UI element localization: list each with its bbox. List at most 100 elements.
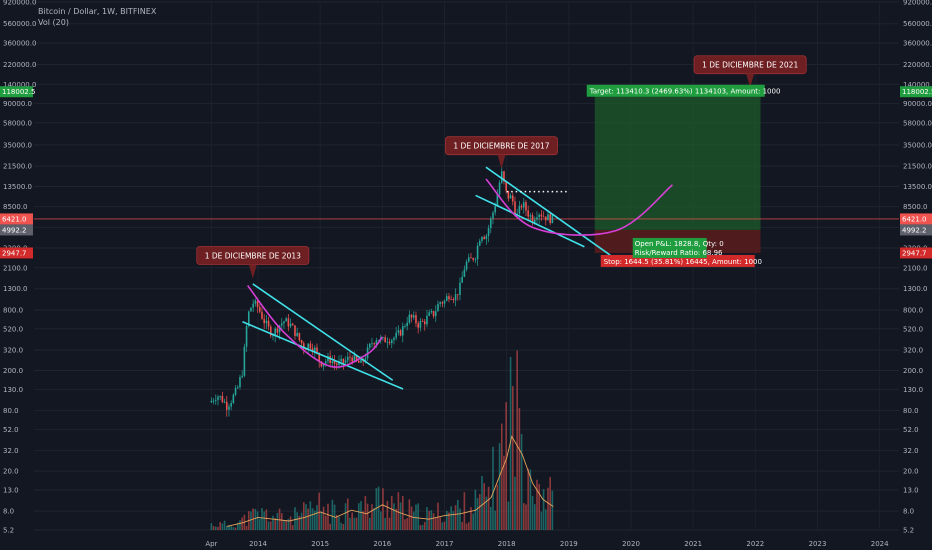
volume-indicator-title[interactable]: Vol (20) [38, 18, 69, 27]
annotation-labels[interactable]: 1 DE DICIEMBRE DE 2013 1 DE DICIEMBRE DE … [0, 55, 932, 279]
volume-bar [283, 520, 285, 530]
curve-arc[interactable] [485, 178, 673, 236]
candle-body [318, 352, 320, 362]
volume-bar [214, 526, 217, 530]
volume-bar [230, 526, 232, 530]
y-tick-left: 8500.0 [3, 203, 28, 211]
x-tick-label: 2022 [746, 540, 764, 548]
candle-body [518, 205, 521, 214]
volume-bar [520, 433, 523, 530]
volume-bar [272, 515, 274, 530]
curve-arc[interactable] [247, 285, 383, 368]
y-tick-right: 140000.0 [903, 81, 932, 89]
candle-body [307, 343, 309, 351]
y-tick-right: 52.0 [903, 426, 919, 434]
x-tick-label: 2021 [684, 540, 702, 548]
candle-body [236, 387, 239, 388]
volume-bar [408, 499, 411, 530]
volume-bar [311, 508, 314, 530]
y-tick-left: 35000.0 [3, 141, 32, 149]
y-tick-right: 80.0 [903, 407, 919, 415]
x-tick-label: 2018 [498, 540, 516, 548]
volume-bar [245, 525, 248, 530]
drawing-tools[interactable] [242, 166, 673, 390]
candle-body [540, 214, 543, 217]
candle-body [467, 257, 470, 262]
y-tick-left: 90000.0 [3, 100, 32, 108]
volume-bar [267, 521, 270, 530]
candle-body [217, 396, 219, 400]
y-tick-right: 220000.0 [903, 61, 932, 69]
candle-body [472, 258, 474, 260]
y-tick-right: 8.0 [903, 508, 914, 516]
candle-body [448, 296, 450, 300]
volume-bar [254, 508, 257, 530]
trendline[interactable] [485, 166, 611, 256]
volume-bar [516, 350, 518, 530]
candle-body [291, 323, 294, 326]
candle-body [239, 377, 241, 388]
volume-bar [549, 477, 551, 530]
volume-bar [289, 516, 292, 530]
trendline[interactable] [475, 194, 585, 248]
y-tick-left: 20.0 [3, 468, 19, 476]
volume-bar [395, 508, 397, 530]
volume-bar [320, 511, 323, 530]
candle-body [313, 347, 316, 353]
candle-body [335, 363, 338, 366]
candle-body [261, 311, 263, 319]
volume-bar [258, 518, 261, 530]
volume-bar [331, 499, 334, 530]
volume-bar [470, 507, 472, 530]
volume-bar [324, 515, 327, 530]
candle-body [223, 401, 226, 403]
volume-bar [225, 526, 228, 530]
pnl-box[interactable] [632, 237, 707, 258]
volume-bar [338, 516, 340, 530]
y-tick-left: 58000.0 [3, 119, 32, 127]
volume-bar [538, 484, 540, 530]
candle-body [256, 300, 259, 307]
candle-body [305, 348, 307, 351]
volume-bar [478, 494, 481, 530]
volume-bar [379, 511, 382, 530]
callout-box[interactable] [693, 55, 807, 75]
candle-body [294, 325, 296, 337]
trendline[interactable] [242, 321, 404, 390]
volume-bar [489, 506, 492, 530]
y-tick-right: 520.0 [903, 325, 923, 333]
price-tag-right-box [900, 86, 932, 98]
y-tick-right: 35000.0 [903, 141, 932, 149]
volume-bar [287, 518, 290, 530]
volume-bar [527, 468, 529, 530]
pnl-label: Open P&L: 1828.8, Qty: 0 [635, 240, 724, 248]
y-tick-left: 220000.0 [3, 61, 36, 69]
volume-bars [210, 350, 554, 530]
y-tick-right: 58000.0 [903, 119, 932, 127]
symbol-title[interactable]: Bitcoin / Dollar, 1W, BITFINEX [38, 7, 157, 16]
y-tick-left: 140000.0 [3, 81, 36, 89]
candle-body [551, 214, 554, 224]
y-tick-left: 5.2 [3, 527, 14, 535]
volume-bar [459, 508, 461, 530]
candle-body [399, 330, 402, 336]
volume-bar [318, 492, 320, 530]
price-tag-left: 2947.7 [2, 249, 27, 257]
volume-bar [456, 499, 459, 530]
volume-bar [434, 518, 437, 530]
price-tag-left: 6421.0 [2, 215, 27, 223]
candle-body [465, 261, 468, 270]
candle-body [340, 358, 342, 362]
candle-body [496, 194, 499, 207]
target-label-box[interactable] [586, 84, 765, 97]
candle-body [278, 325, 281, 333]
candle-body [212, 400, 215, 402]
stop-label-box[interactable] [600, 254, 755, 267]
trendline[interactable] [252, 283, 394, 381]
volume-bar [344, 503, 347, 530]
candle-body [511, 195, 514, 202]
volume-bar [256, 511, 259, 530]
candle-body [234, 387, 237, 395]
